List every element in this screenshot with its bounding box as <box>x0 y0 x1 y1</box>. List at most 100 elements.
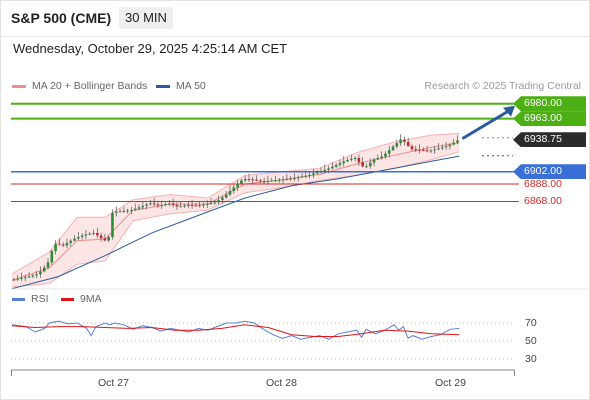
rsi-tick-label: 30 <box>525 353 537 365</box>
candle-body <box>357 158 361 163</box>
timestamp: Wednesday, October 29, 2025 4:25:14 AM C… <box>13 41 288 56</box>
candle-body <box>259 180 262 182</box>
candle-body <box>334 164 338 167</box>
candle-body <box>141 205 145 208</box>
candle-body <box>384 153 387 157</box>
chart-header: S&P 500 (CME) 30 MIN <box>0 0 590 37</box>
candle-body <box>35 274 38 276</box>
candle-body <box>440 147 444 149</box>
x-tick-label: Oct 27 <box>98 377 129 389</box>
candle-body <box>327 168 330 170</box>
legend-rsi-ma[interactable]: 9MA <box>61 293 102 305</box>
level-label-last_price: 6938.75 <box>513 132 586 148</box>
candle-body <box>179 206 183 208</box>
legend-ma50[interactable]: MA 50 <box>156 80 206 92</box>
candle-body <box>186 205 190 207</box>
candle-body <box>418 149 421 151</box>
candle-body <box>331 166 334 169</box>
candle-body <box>27 276 31 278</box>
candle-body <box>293 177 296 179</box>
candle-body <box>448 144 452 147</box>
ma20-swatch-icon <box>12 84 26 88</box>
legend-rsi-label: RSI <box>31 293 49 305</box>
candle-body <box>114 211 118 213</box>
candle-body <box>285 179 289 181</box>
target-arrow-shaft <box>461 109 510 140</box>
candle-body <box>338 163 342 165</box>
research-credit: Research © 2025 Trading Central <box>424 80 581 92</box>
level-label-pivot: 6902.00 <box>513 164 586 180</box>
candle-body <box>255 179 258 181</box>
candle-body <box>361 162 364 167</box>
candle-body <box>224 194 228 198</box>
candle-body <box>12 279 16 281</box>
candle-body <box>399 139 402 144</box>
candle-body <box>39 271 42 275</box>
candle-body <box>342 161 346 164</box>
candle-body <box>164 204 167 206</box>
candle-body <box>300 176 304 178</box>
candle-body <box>50 251 54 263</box>
candle-body <box>122 210 126 212</box>
rsi-ma-line <box>11 324 460 337</box>
candle-body <box>137 207 141 209</box>
candle-body <box>149 203 152 205</box>
candle-body <box>350 158 353 160</box>
candle-body <box>88 233 92 235</box>
candle-body <box>429 150 433 152</box>
candle-body <box>414 149 418 151</box>
legend-ma20[interactable]: MA 20 + Bollinger Bands <box>12 80 147 92</box>
legend-rsi-ma-label: 9MA <box>80 293 102 305</box>
timeframe-selector[interactable]: 30 MIN <box>119 7 173 29</box>
candle-body <box>315 171 319 174</box>
candle-body <box>171 203 175 205</box>
candle-body <box>118 211 122 213</box>
candle-body <box>126 210 129 212</box>
level-label-resistance: 6980.00 <box>513 96 586 112</box>
candle-body <box>323 169 327 171</box>
candle-body <box>130 210 133 212</box>
candle-body <box>240 180 243 184</box>
candle-body <box>243 178 247 181</box>
candle-body <box>133 208 137 211</box>
instrument-title: S&P 500 (CME) <box>11 10 112 26</box>
candle-body <box>156 204 160 206</box>
candle-body <box>368 162 372 167</box>
level-label-resistance: 6963.00 <box>513 111 586 127</box>
level-label-support: 6868.00 <box>524 194 562 207</box>
candle-body <box>145 204 148 206</box>
candle-body <box>42 267 46 272</box>
candle-body <box>20 277 23 279</box>
candle-body <box>111 212 114 238</box>
legend-ma20-label: MA 20 + Bollinger Bands <box>32 80 148 92</box>
candle-body <box>73 238 76 241</box>
candle-body <box>96 232 99 236</box>
legend-rsi[interactable]: RSI <box>12 293 49 305</box>
candle-body <box>395 143 399 147</box>
candle-body <box>152 203 156 205</box>
candle-body <box>422 149 425 151</box>
candle-body <box>213 202 217 204</box>
candle-body <box>168 203 171 205</box>
candle-body <box>372 159 376 163</box>
level-label-support: 6888.00 <box>524 177 562 190</box>
candle-body <box>194 205 198 207</box>
candle-body <box>391 146 395 151</box>
candle-body <box>437 148 440 150</box>
candle-body <box>308 174 311 176</box>
candle-body <box>217 200 220 203</box>
candle-body <box>387 150 391 154</box>
candle-body <box>433 149 437 151</box>
candle-body <box>202 204 205 206</box>
candle-body <box>103 238 107 241</box>
candle-body <box>380 156 383 158</box>
candle-body <box>266 180 270 182</box>
candle-body <box>65 242 69 246</box>
candle-body <box>77 237 80 239</box>
candle-body <box>270 180 273 182</box>
candle-body <box>247 178 251 180</box>
candle-body <box>198 205 201 207</box>
rsi-tick-label: 50 <box>525 335 537 347</box>
candle-body <box>175 204 179 207</box>
